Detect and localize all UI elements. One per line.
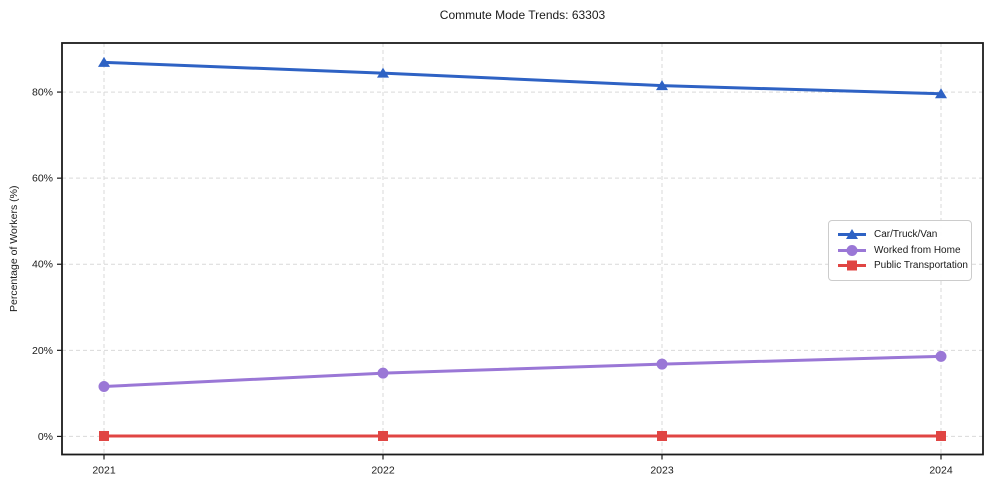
square-legend-marker	[847, 260, 857, 271]
x-tick-label: 2021	[92, 465, 116, 477]
legend-item-label: Public Transportation	[874, 260, 968, 272]
circle-legend-sample-icon	[838, 244, 866, 256]
legend-item-worked-from-home: Worked from Home	[837, 243, 963, 259]
circle-marker-worked-from-home	[656, 358, 668, 370]
legend-item-car-truck-van: Car/Truck/Van	[837, 227, 963, 243]
triangle-legend-marker	[846, 229, 858, 240]
circle-marker-worked-from-home	[98, 380, 110, 392]
square-marker-public-transportation	[99, 430, 109, 441]
circle-legend-marker	[846, 244, 858, 256]
series-public-transportation	[99, 430, 946, 441]
triangle-marker-car-truck-van	[377, 67, 389, 78]
circle-marker-worked-from-home	[377, 367, 389, 379]
legend-item-public-transportation: Public Transportation	[837, 258, 968, 274]
y-tick-label: 80%	[32, 87, 53, 99]
y-tick-label: 20%	[32, 345, 53, 357]
square-marker-public-transportation	[936, 430, 946, 441]
series-car-truck-van	[98, 56, 947, 99]
square-marker-public-transportation	[657, 430, 667, 441]
x-tick-label: 2022	[371, 465, 395, 477]
legend: Car/Truck/Van Worked from Home Public Tran…	[828, 220, 972, 281]
y-tick-label: 60%	[32, 173, 53, 185]
y-tick-label: 0%	[38, 431, 53, 443]
square-marker-public-transportation	[378, 430, 388, 441]
chart-title: Commute Mode Trends: 63303	[439, 8, 606, 22]
plot-border	[61, 42, 984, 456]
legend-item-label: Car/Truck/Van	[874, 229, 938, 241]
series-line-car-truck-van	[102, 60, 943, 96]
triangle-legend-sample-icon	[838, 229, 866, 240]
y-tick-label: 40%	[32, 259, 53, 271]
x-tick-label: 2023	[650, 465, 674, 477]
circle-marker-worked-from-home	[935, 350, 947, 362]
triangle-marker-car-truck-van	[98, 56, 110, 67]
x-tick-label: 2024	[929, 465, 953, 477]
triangle-marker-car-truck-van	[935, 88, 947, 99]
triangle-marker-car-truck-van	[656, 80, 668, 91]
square-legend-sample-icon	[838, 260, 866, 271]
series-worked-from-home	[98, 350, 947, 392]
series-line-worked-from-home	[102, 354, 943, 388]
legend-item-label: Worked from Home	[874, 244, 961, 256]
